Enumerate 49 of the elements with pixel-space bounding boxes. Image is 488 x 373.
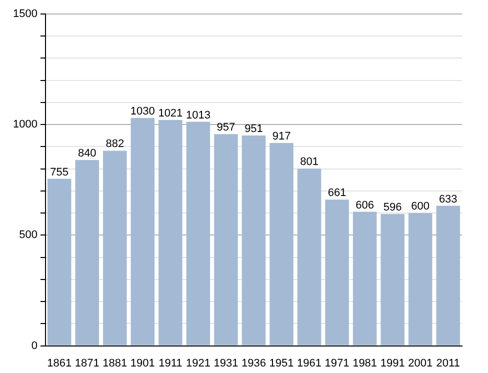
- bar: [325, 200, 349, 346]
- bar: [436, 206, 460, 346]
- bar: [297, 168, 322, 346]
- x-tick-label: 1901: [130, 357, 155, 370]
- x-tick-label: 1921: [186, 357, 210, 370]
- x-tick-label: 1911: [158, 357, 182, 370]
- bar: [158, 120, 182, 346]
- data-label: 840: [78, 148, 96, 160]
- data-label: 801: [300, 156, 318, 168]
- y-tick-label: 500: [19, 229, 38, 242]
- bar: [103, 150, 127, 346]
- bar: [130, 118, 155, 346]
- data-label: 606: [356, 199, 374, 212]
- data-label: 1021: [158, 107, 183, 120]
- y-tick-label: 0: [31, 340, 38, 352]
- data-label: 882: [106, 138, 124, 150]
- bar: [270, 142, 294, 346]
- data-label: 755: [50, 166, 69, 178]
- x-tick-label: 1991: [380, 357, 405, 370]
- x-tick-label: 1881: [102, 357, 128, 370]
- x-tick-label: 1971: [324, 357, 350, 370]
- x-tick-label: 1981: [352, 357, 378, 370]
- bar: [352, 212, 377, 346]
- bar: [214, 134, 238, 346]
- data-label: 1013: [186, 109, 210, 122]
- y-tick-label: 1000: [12, 118, 38, 131]
- data-label: 633: [438, 193, 458, 206]
- data-label: 661: [328, 187, 346, 200]
- data-label: 600: [411, 200, 430, 213]
- x-tick-label: 2001: [408, 357, 433, 370]
- bar: [47, 178, 72, 346]
- x-tick-label: 1871: [74, 357, 100, 370]
- bar: [186, 122, 210, 346]
- data-label: 951: [244, 122, 263, 135]
- data-label: 917: [272, 130, 291, 142]
- x-tick-label: 2011: [436, 357, 460, 370]
- bar: [242, 135, 266, 346]
- data-label: 596: [383, 201, 402, 214]
- bar: [408, 213, 432, 346]
- x-tick-label: 1951: [269, 357, 294, 370]
- data-label: 1030: [130, 105, 155, 118]
- y-tick-label: 1500: [12, 8, 38, 20]
- x-tick-label: 1931: [214, 357, 238, 370]
- x-tick-label: 1936: [241, 357, 266, 370]
- data-label: 957: [216, 122, 236, 134]
- bar: [380, 214, 404, 346]
- x-tick-label: 1861: [47, 357, 72, 370]
- bar: [75, 160, 99, 346]
- x-tick-label: 1961: [297, 357, 322, 370]
